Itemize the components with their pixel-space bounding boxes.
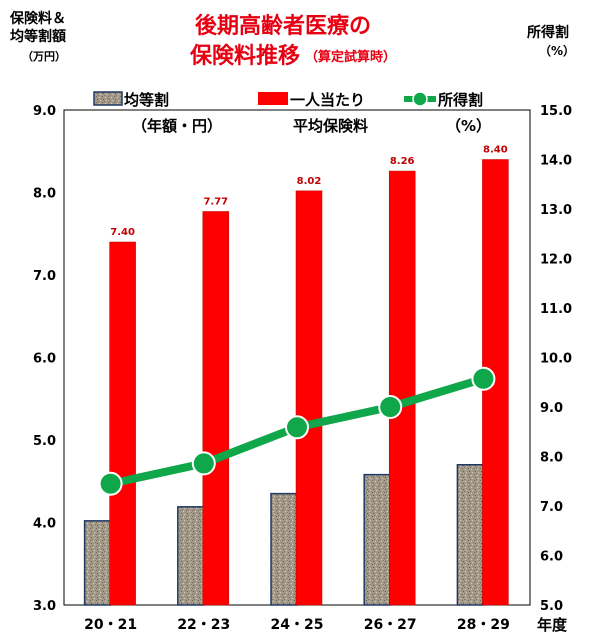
left-tick-label: 3.0: [33, 599, 56, 614]
shotokuwari-point: [191, 451, 216, 476]
left-axis-label-2: 均等割額: [10, 29, 66, 45]
shotokuwari-point: [378, 395, 403, 419]
left-tick-label: 5.0: [33, 434, 56, 449]
right-tick-label: 6.0: [540, 550, 563, 565]
left-tick-label: 4.0: [33, 517, 56, 532]
legend-average-premium-label: 一人当たり: [290, 91, 365, 109]
x-tick-label: 22・23: [177, 617, 230, 633]
shotokuwari-point: [285, 415, 309, 440]
right-tick-label: 5.0: [540, 599, 563, 614]
kintowari-bar: [363, 473, 391, 606]
kintowari-bar: [270, 492, 298, 606]
shotokuwari-point: [98, 471, 123, 496]
left-tick-label: 7.0: [33, 269, 56, 284]
right-tick-label: 14.0: [540, 154, 572, 169]
legend-shotokuwari-sublabel: （%）: [446, 117, 491, 135]
average-premium-data-label: 7.40: [110, 227, 135, 238]
right-tick-label: 11.0: [540, 302, 572, 317]
average-premium-bar: [109, 241, 136, 606]
right-axis-label-2: （%）: [539, 44, 576, 58]
legend-average-premium-swatch: [258, 92, 288, 105]
right-axis-label-1: 所得割: [527, 25, 569, 41]
right-tick-label: 8.0: [540, 451, 563, 466]
right-tick-label: 7.0: [540, 500, 563, 515]
right-tick-label: 13.0: [540, 203, 572, 218]
right-tick-label: 15.0: [540, 104, 572, 119]
legend-average-premium-sublabel: 平均保険料: [293, 117, 368, 135]
kintowari-bar: [456, 464, 485, 606]
chart-title-line1: 後期高齢者医療の: [195, 14, 372, 39]
left-axis-label-1: 保険料＆: [10, 11, 66, 27]
shotokuwari-point: [471, 366, 496, 391]
left-axis-label-3: （万円）: [22, 50, 66, 63]
average-premium-bar: [202, 211, 230, 606]
legend-shotokuwari-marker: [412, 91, 428, 107]
chart-title-note: （算定試算時）: [305, 50, 397, 65]
chart-title-line2: 保険料推移: [190, 44, 301, 69]
average-premium-data-label: 8.40: [483, 145, 508, 156]
legend-kintowari-label: 均等割: [124, 91, 169, 109]
x-tick-label: 20・21: [84, 617, 137, 633]
legend-kintowari-sublabel: （年額・円）: [132, 117, 222, 135]
right-tick-label: 10.0: [540, 352, 572, 367]
legend-shotokuwari-label: 所得割: [438, 91, 483, 109]
kintowari-bar: [177, 506, 205, 606]
left-tick-label: 6.0: [33, 352, 56, 367]
average-premium-data-label: 8.02: [297, 176, 322, 187]
x-tick-label: 26・27: [364, 617, 417, 633]
x-axis-unit: 年度: [537, 616, 568, 634]
x-tick-label: 28・29: [457, 617, 510, 633]
legend-kintowari-swatch: [93, 91, 123, 106]
average-premium-data-label: 8.26: [390, 156, 415, 167]
left-tick-label: 8.0: [33, 187, 56, 202]
right-tick-label: 9.0: [540, 401, 563, 416]
left-tick-label: 9.0: [33, 104, 56, 119]
average-premium-data-label: 7.77: [203, 196, 228, 207]
average-premium-bar: [295, 190, 323, 606]
average-premium-bar: [388, 170, 416, 606]
x-tick-label: 24・25: [271, 617, 324, 633]
kintowari-bar: [83, 520, 112, 606]
right-tick-label: 12.0: [540, 253, 572, 268]
